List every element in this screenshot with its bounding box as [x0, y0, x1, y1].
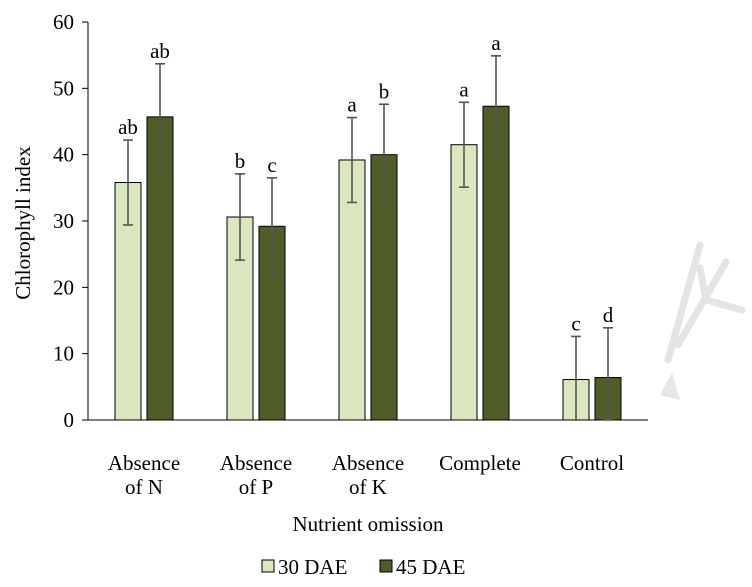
significance-label: ab [118, 115, 138, 139]
significance-label: b [235, 149, 246, 173]
significance-label: a [347, 93, 357, 117]
category-label: Control [560, 451, 624, 475]
x-axis-title: Nutrient omission [292, 512, 444, 536]
error-bars-group [123, 55, 613, 421]
y-tick-label: 20 [53, 275, 74, 299]
significance-label: ab [150, 39, 170, 63]
legend: 30 DAE 45 DAE [261, 555, 465, 579]
significance-label: b [379, 79, 390, 103]
category-label: Complete [439, 451, 521, 475]
y-axis: 0 10 20 30 40 50 60 [53, 10, 89, 432]
legend-label: 45 DAE [396, 555, 465, 579]
y-tick-label: 30 [53, 209, 74, 233]
y-tick-label: 10 [53, 342, 74, 366]
watermark-pen-graphic [660, 241, 746, 400]
y-tick-label: 60 [53, 10, 74, 34]
significance-label: d [603, 303, 614, 327]
y-tick-label: 40 [53, 143, 74, 167]
category-label: of K [349, 475, 387, 499]
legend-swatch-45dae [379, 559, 393, 573]
significance-label: a [459, 77, 469, 101]
category-label: Absence [220, 451, 292, 475]
y-tick-label: 0 [64, 408, 75, 432]
bars-group [114, 105, 622, 421]
category-label: Absence [332, 451, 404, 475]
y-tick-label: 50 [53, 76, 74, 100]
legend-label: 30 DAE [278, 555, 347, 579]
significance-label: c [571, 311, 580, 335]
category-label: of P [239, 475, 273, 499]
significance-label: c [267, 153, 276, 177]
bar-45dae [482, 105, 510, 421]
legend-swatch-30dae [261, 559, 275, 573]
category-label: Absence [108, 451, 180, 475]
category-label: of N [125, 475, 163, 499]
y-axis-title: Chlorophyll index [11, 146, 35, 300]
significance-label: a [491, 31, 501, 55]
